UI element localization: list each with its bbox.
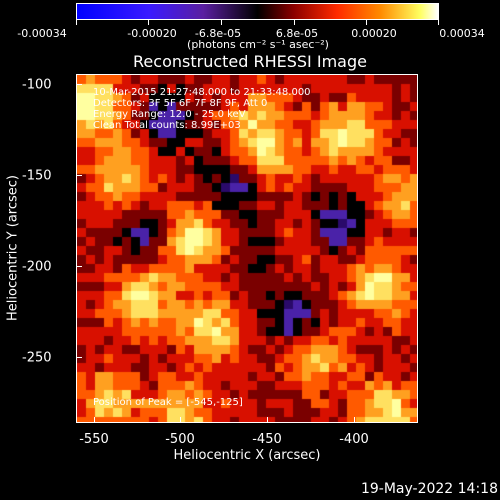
plot-title: Reconstructed RHESSI Image — [133, 52, 367, 71]
x-tick-label: -400 — [339, 432, 369, 447]
colorbar-tick-label: -6.8e-05 — [194, 27, 242, 40]
x-tick — [180, 417, 181, 423]
colorbar-tick-label: 6.8e-05 — [275, 27, 319, 40]
x-tick-label: -550 — [79, 432, 109, 447]
info-energy-range: Energy Range: 12.0 - 25.0 keV — [93, 109, 246, 120]
colorbar-tick-label: 0.00034 — [439, 27, 485, 40]
info-total-counts: Clean Total counts: 8.99E+03 — [93, 120, 241, 131]
y-tick-label: -250 — [22, 350, 52, 366]
colorbar-tick-label: -0.00034 — [17, 27, 67, 40]
x-axis-label: Heliocentric X (arcsec) — [173, 448, 321, 463]
colorbar-tick — [76, 20, 77, 25]
x-tick — [94, 417, 95, 423]
colorbar — [76, 3, 439, 20]
x-tick — [354, 417, 355, 423]
info-time-range: 10-Mar-2015 21:27:48.000 to 21:33:48.000 — [93, 87, 311, 98]
timestamp: 19-May-2022 14:18 — [360, 481, 498, 497]
info-peak-position: Position of Peak = [-545,-125] — [93, 397, 243, 408]
y-tick-label: -100 — [22, 77, 52, 93]
info-detectors: Detectors: 3F 5F 6F 7F 8F 9F, Att 0 — [93, 98, 268, 109]
colorbar-tick-label: -0.00020 — [127, 27, 177, 40]
heatmap-plot: 10-Mar-2015 21:27:48.000 to 21:33:48.000… — [76, 74, 418, 423]
colorbar-tick — [294, 20, 295, 25]
y-axis-label: Heliocentric Y (arcsec) — [5, 175, 21, 321]
colorbar-tick — [438, 20, 439, 25]
y-tick — [76, 84, 82, 85]
colorbar-tick — [221, 20, 222, 25]
heatmap-image — [77, 75, 417, 422]
colorbar-units: (photons cm⁻² s⁻¹ asec⁻²) — [187, 38, 329, 51]
y-tick — [76, 266, 82, 267]
colorbar-tick — [366, 20, 367, 25]
y-tick-label: -200 — [22, 259, 52, 275]
colorbar-tick — [148, 20, 149, 25]
x-tick-label: -450 — [252, 432, 282, 447]
x-tick-label: -500 — [165, 432, 195, 447]
y-tick — [76, 175, 82, 176]
x-tick — [267, 417, 268, 423]
y-tick — [76, 357, 82, 358]
colorbar-tick-label: 0.00020 — [351, 27, 397, 40]
y-tick-label: -150 — [22, 168, 52, 184]
